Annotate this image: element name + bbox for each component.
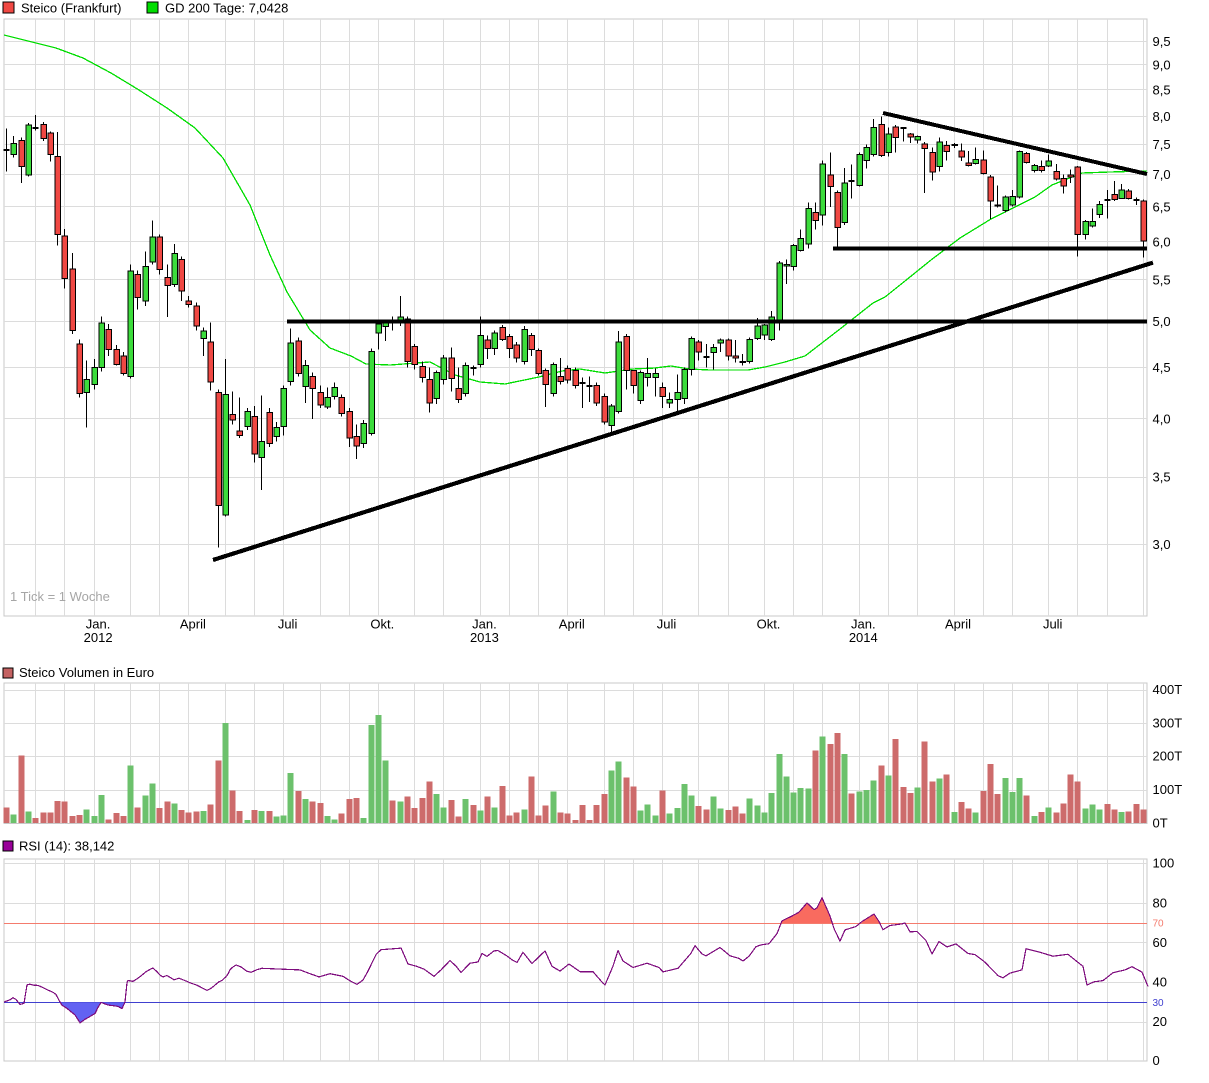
svg-text:70: 70	[1153, 919, 1165, 930]
svg-text:0T: 0T	[1153, 815, 1168, 830]
svg-text:3,5: 3,5	[1153, 470, 1171, 485]
svg-text:6,5: 6,5	[1153, 200, 1171, 215]
svg-text:30: 30	[1153, 998, 1165, 1009]
svg-text:80: 80	[1153, 895, 1167, 910]
svg-text:3,0: 3,0	[1153, 537, 1171, 552]
svg-text:GD 200 Tage: 7,0428: GD 200 Tage: 7,0428	[165, 1, 288, 16]
svg-text:Jan.: Jan.	[472, 617, 497, 632]
svg-text:April: April	[945, 617, 971, 632]
svg-text:4,0: 4,0	[1153, 411, 1171, 426]
svg-text:RSI (14): 38,142: RSI (14): 38,142	[19, 839, 114, 854]
svg-text:6,0: 6,0	[1153, 234, 1171, 249]
svg-text:0: 0	[1153, 1053, 1160, 1068]
svg-text:2013: 2013	[470, 630, 499, 645]
svg-text:2014: 2014	[849, 630, 878, 645]
svg-text:9,5: 9,5	[1153, 34, 1171, 49]
svg-text:4,5: 4,5	[1153, 360, 1171, 375]
svg-text:Jan.: Jan.	[86, 617, 111, 632]
svg-text:300T: 300T	[1153, 715, 1183, 730]
svg-text:5,0: 5,0	[1153, 314, 1171, 329]
svg-text:Steico (Frankfurt): Steico (Frankfurt)	[21, 1, 121, 16]
svg-text:400T: 400T	[1153, 682, 1183, 697]
svg-text:Juli: Juli	[657, 617, 677, 632]
svg-text:100T: 100T	[1153, 782, 1183, 797]
svg-text:20: 20	[1153, 1014, 1167, 1029]
svg-text:100: 100	[1153, 856, 1175, 871]
svg-text:2012: 2012	[84, 630, 113, 645]
svg-text:7,5: 7,5	[1153, 137, 1171, 152]
svg-text:Okt.: Okt.	[757, 617, 781, 632]
svg-text:Juli: Juli	[1043, 617, 1063, 632]
svg-text:Juli: Juli	[278, 617, 298, 632]
svg-text:200T: 200T	[1153, 749, 1183, 764]
svg-text:9,0: 9,0	[1153, 57, 1171, 72]
svg-text:April: April	[180, 617, 206, 632]
svg-text:Jan.: Jan.	[851, 617, 876, 632]
svg-text:8,0: 8,0	[1153, 109, 1171, 124]
svg-text:Okt.: Okt.	[370, 617, 394, 632]
svg-text:April: April	[559, 617, 585, 632]
svg-text:60: 60	[1153, 935, 1167, 950]
svg-text:Steico Volumen in Euro: Steico Volumen in Euro	[19, 665, 154, 680]
svg-text:7,0: 7,0	[1153, 167, 1171, 182]
svg-text:8,5: 8,5	[1153, 82, 1171, 97]
svg-text:5,5: 5,5	[1153, 272, 1171, 287]
svg-text:1 Tick = 1 Woche: 1 Tick = 1 Woche	[10, 589, 110, 604]
svg-text:40: 40	[1153, 975, 1167, 990]
